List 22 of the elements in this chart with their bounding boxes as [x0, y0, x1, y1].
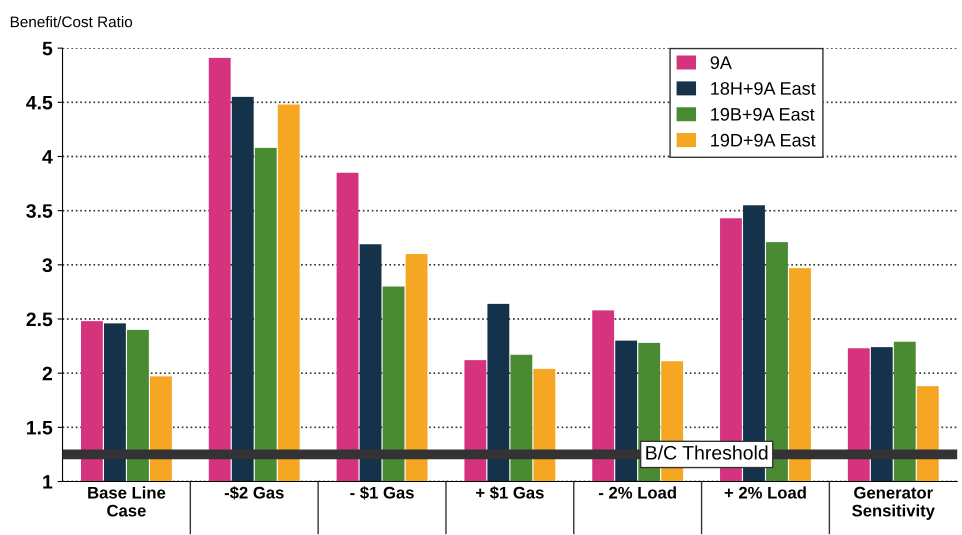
y-axis-title: Benefit/Cost Ratio — [10, 16, 132, 28]
x-tick-label: - 2% Load — [598, 486, 676, 499]
y-tick-label: 5 — [42, 42, 52, 56]
x-tick-label: Generator Sensitivity — [852, 486, 935, 520]
x-tick-label: - $1 Gas — [350, 486, 414, 500]
legend-label: 18H+9A East — [711, 82, 816, 95]
x-tick-label: + 2% Load — [724, 486, 806, 499]
legend-label: 19B+9A East — [711, 108, 815, 121]
y-tick-label: 1 — [43, 475, 52, 489]
x-tick-label: Base Line Case — [88, 486, 166, 517]
y-tick-label: 2 — [42, 366, 52, 380]
y-tick-label: 3 — [42, 258, 52, 272]
x-tick-label: -$2 Gas — [224, 486, 284, 500]
legend-label: 19D+9A East — [711, 134, 816, 147]
y-tick-label: 1.5 — [27, 421, 52, 435]
y-tick-label: 4.5 — [26, 96, 52, 110]
ref-line-label: B/C Threshold — [646, 445, 768, 460]
y-tick-label: 4 — [42, 150, 53, 164]
legend-label: 9A — [710, 56, 732, 69]
x-tick-label: + $1 Gas — [476, 486, 544, 500]
y-tick-label: 3.5 — [26, 204, 52, 218]
y-tick-label: 2.5 — [26, 312, 52, 326]
